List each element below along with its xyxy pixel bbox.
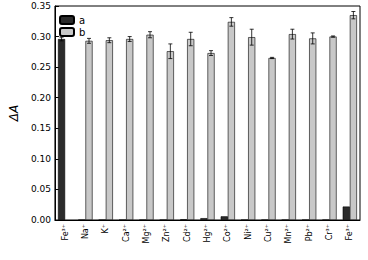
svg-text:Ca²⁺: Ca²⁺ [122, 224, 131, 242]
svg-text:0.15: 0.15 [31, 123, 51, 133]
svg-text:0.05: 0.05 [31, 184, 51, 194]
svg-text:Fe³⁺: Fe³⁺ [345, 224, 354, 241]
svg-text:Cr³⁺: Cr³⁺ [325, 224, 334, 240]
svg-text:0.30: 0.30 [31, 32, 51, 42]
svg-text:Mg²⁺: Mg²⁺ [142, 224, 151, 243]
svg-text:0.20: 0.20 [31, 93, 51, 103]
svg-text:Co²⁺: Co²⁺ [223, 224, 232, 242]
svg-text:Cd²⁺: Cd²⁺ [183, 224, 192, 242]
svg-text:Cu²⁺: Cu²⁺ [264, 224, 273, 242]
svg-text:b: b [79, 27, 85, 38]
svg-text:ΔA: ΔA [7, 105, 21, 122]
svg-text:Zn²⁺: Zn²⁺ [162, 224, 171, 242]
svg-text:Mn²⁺: Mn²⁺ [284, 224, 293, 243]
svg-text:K⁺: K⁺ [101, 224, 110, 233]
svg-text:0.35: 0.35 [31, 1, 51, 11]
svg-text:0.00: 0.00 [31, 215, 51, 225]
svg-text:Fe³⁺: Fe³⁺ [61, 224, 70, 241]
svg-text:a: a [79, 15, 85, 26]
svg-text:Hg²⁺: Hg²⁺ [203, 224, 212, 243]
svg-text:Na⁺: Na⁺ [81, 224, 90, 239]
svg-text:Pb²⁺: Pb²⁺ [305, 224, 314, 241]
svg-text:0.25: 0.25 [31, 62, 51, 72]
svg-text:0.10: 0.10 [31, 154, 51, 164]
svg-text:Ni²⁺: Ni²⁺ [244, 224, 253, 240]
